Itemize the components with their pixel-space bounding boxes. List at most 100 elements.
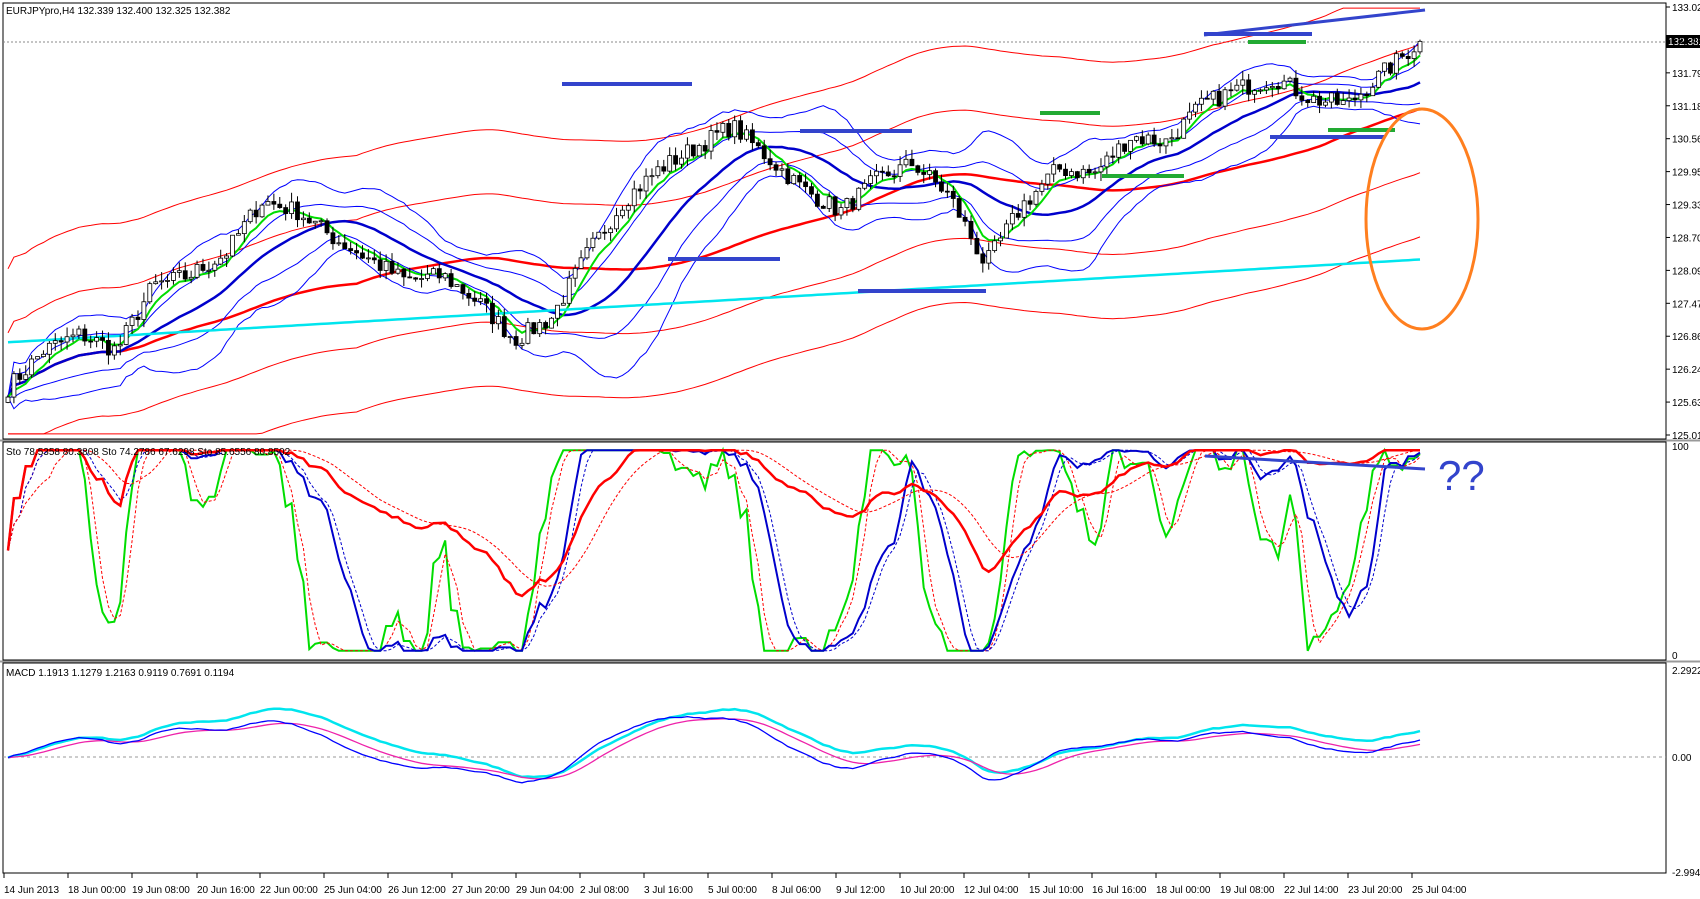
bull-candle <box>1009 213 1015 225</box>
bear-candle <box>354 250 359 254</box>
bull-candle <box>247 209 253 223</box>
bull-candle <box>147 283 153 303</box>
macd-lines <box>7 707 1421 784</box>
bear-candle <box>324 220 330 234</box>
bull-candle <box>1234 84 1240 91</box>
x-tick-label: 14 Jun 2013 <box>4 885 59 896</box>
bull-candle <box>1376 70 1382 88</box>
macd-long-line <box>7 707 1421 779</box>
y-tick-label: 132.410 <box>1672 36 1700 47</box>
bull-candle <box>708 130 714 152</box>
bull-candle <box>52 340 58 344</box>
bear-candle <box>1015 213 1021 218</box>
bear-candle <box>253 209 259 218</box>
bull-candle <box>1210 90 1216 100</box>
bear-candle <box>702 145 708 152</box>
bull-candle <box>1393 53 1399 74</box>
bear-candle <box>885 171 891 177</box>
bear-candle <box>933 170 938 183</box>
bear-candle <box>200 264 206 271</box>
y-axis: 133.025 132.410 131.795 131.180 130.565 129.9… <box>1666 3 1700 879</box>
bear-candle <box>1246 79 1252 95</box>
bear-candle <box>1388 62 1393 74</box>
bear-candle <box>330 232 336 245</box>
macd-tick-label: 0.00 <box>1672 753 1692 764</box>
bear-candle <box>1352 97 1358 101</box>
bull-candle <box>525 322 531 344</box>
bull-candle <box>64 336 70 343</box>
bear-candle <box>501 316 507 337</box>
bear-candle <box>803 181 808 188</box>
bear-candle <box>271 201 277 205</box>
bull-candle <box>1187 111 1192 120</box>
bull-candle <box>1252 90 1257 95</box>
bull-candle <box>1328 92 1334 103</box>
bull-candle <box>1033 190 1039 205</box>
bull-candle <box>430 268 436 275</box>
bull-candle <box>419 278 424 280</box>
bear-candle <box>1275 86 1281 90</box>
ma-long-line <box>7 258 1421 344</box>
bear-candle <box>1299 95 1305 101</box>
bull-candle <box>643 175 649 192</box>
bull-candle <box>365 257 371 260</box>
x-tick-label: 25 Jun 04:00 <box>324 885 382 896</box>
bull-candle <box>218 257 224 265</box>
bull-candle <box>868 175 873 184</box>
bull-candle <box>826 196 832 209</box>
bull-candle <box>927 170 933 175</box>
bull-candle <box>188 276 194 280</box>
bull-candle <box>679 157 684 165</box>
bull-candle <box>614 215 619 230</box>
bear-candle <box>773 164 779 171</box>
bull-candle <box>212 263 218 271</box>
bull-candle <box>454 284 460 287</box>
envelope-band-line <box>7 7 1420 270</box>
bull-candle <box>29 358 35 376</box>
x-tick-label: 5 Jul 00:00 <box>708 885 757 896</box>
envelope-mid-line <box>6 107 1421 398</box>
bull-candle <box>141 301 147 320</box>
bull-candle <box>1411 51 1417 59</box>
bull-candle <box>117 344 123 347</box>
bear-candle <box>968 220 974 239</box>
macd-panel <box>2 662 1667 874</box>
bull-candle <box>560 302 566 306</box>
bear-candle <box>980 253 986 264</box>
bull-candle <box>1193 103 1198 113</box>
bull-candle <box>1199 97 1204 105</box>
x-tick-label: 8 Jul 06:00 <box>772 885 821 896</box>
bollinger-inner-lower-line <box>8 98 1421 398</box>
candles <box>5 39 1423 404</box>
bear-candle <box>1317 95 1322 106</box>
bull-candle <box>495 316 501 325</box>
bear-candle <box>448 273 454 287</box>
question-marks: ?? <box>1438 452 1485 499</box>
x-tick-label: 22 Jun 00:00 <box>260 885 318 896</box>
x-axis: 14 Jun 2013 18 Jun 00:00 19 Jun 08:00 20 Ju… <box>3 873 1467 896</box>
bull-candle <box>649 175 655 178</box>
bull-candle <box>194 264 200 278</box>
y-tick-label: 125.630 <box>1672 398 1700 409</box>
macd-header: MACD 1.1913 1.1279 1.2163 0.9119 0.7691 … <box>6 668 235 679</box>
bear-candle <box>921 172 927 175</box>
bull-candle <box>992 240 998 251</box>
bull-candle <box>1145 134 1151 145</box>
bull-candle <box>625 205 631 211</box>
bull-candle <box>844 198 850 209</box>
bull-candle <box>1311 95 1317 103</box>
ema-slow-line <box>6 81 1421 398</box>
bear-candle <box>832 196 838 216</box>
bull-candle <box>1181 118 1187 139</box>
bull-candle <box>1281 80 1287 90</box>
bear-candle <box>1074 171 1080 179</box>
bear-candle <box>106 339 111 356</box>
macd-main-line <box>7 715 1421 784</box>
bull-candle <box>5 396 11 403</box>
bear-candle <box>1228 89 1234 92</box>
bull-candle <box>265 201 271 206</box>
bull-candle <box>11 373 17 398</box>
bear-candle <box>690 144 696 157</box>
bull-candle <box>838 207 844 216</box>
